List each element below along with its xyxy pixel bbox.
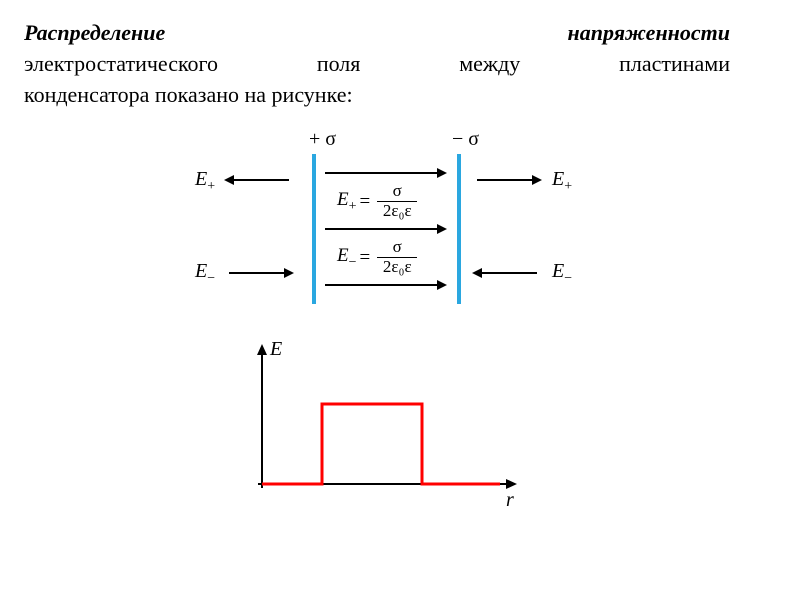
formula-e-plus: E+ = σ 2ε₀ε	[337, 182, 417, 220]
arrow-head-right-mid-top	[437, 168, 447, 178]
svg-text:E: E	[269, 338, 282, 360]
formula-e-minus: E− = σ 2ε₀ε	[337, 238, 417, 276]
title-line2-w3: между	[459, 49, 520, 80]
title-bold-2: напряженности	[568, 18, 730, 49]
e-plus-left-label: E+	[195, 168, 215, 195]
arrow-right-e-minus	[482, 272, 537, 274]
e-plus-right-label: E+	[552, 168, 572, 195]
arrow-mid-top	[325, 172, 437, 174]
title-line2-w2: поля	[317, 49, 361, 80]
title-line3: конденсатора показано на рисунке:	[24, 80, 730, 111]
arrow-mid-mid	[325, 228, 437, 230]
e-minus-right-label: E−	[552, 260, 572, 287]
arrow-head-right-mid-mid	[437, 224, 447, 234]
arrow-head-left-icon	[224, 175, 234, 185]
arrow-left-e-plus	[234, 179, 289, 181]
arrow-right-e-plus	[477, 179, 532, 181]
capacitor-diagram: + σ − σ E+ E− E+ = σ 2ε₀ε E− = σ 2ε₀ε	[157, 124, 597, 324]
arrow-head-right-icon	[284, 268, 294, 278]
chart-svg: Er	[232, 334, 522, 514]
e-minus-left-label: E−	[195, 260, 215, 287]
field-distribution-chart: Er	[232, 334, 522, 514]
title-line2-w1: электростатического	[24, 49, 218, 80]
title-line2-w4: пластинами	[619, 49, 730, 80]
sigma-minus-label: − σ	[452, 128, 479, 151]
sigma-plus-label: + σ	[309, 128, 336, 151]
left-plate	[312, 154, 316, 304]
svg-text:r: r	[506, 489, 514, 511]
arrow-head-right-mid-bot	[437, 280, 447, 290]
arrow-head-right-right-top	[532, 175, 542, 185]
right-plate	[457, 154, 461, 304]
arrow-left-e-minus	[229, 272, 284, 274]
arrow-mid-bot	[325, 284, 437, 286]
title-bold-1: Распределение	[24, 18, 165, 49]
arrow-head-left-right-bot	[472, 268, 482, 278]
title-block: Распределение напряженности электростати…	[24, 18, 730, 110]
